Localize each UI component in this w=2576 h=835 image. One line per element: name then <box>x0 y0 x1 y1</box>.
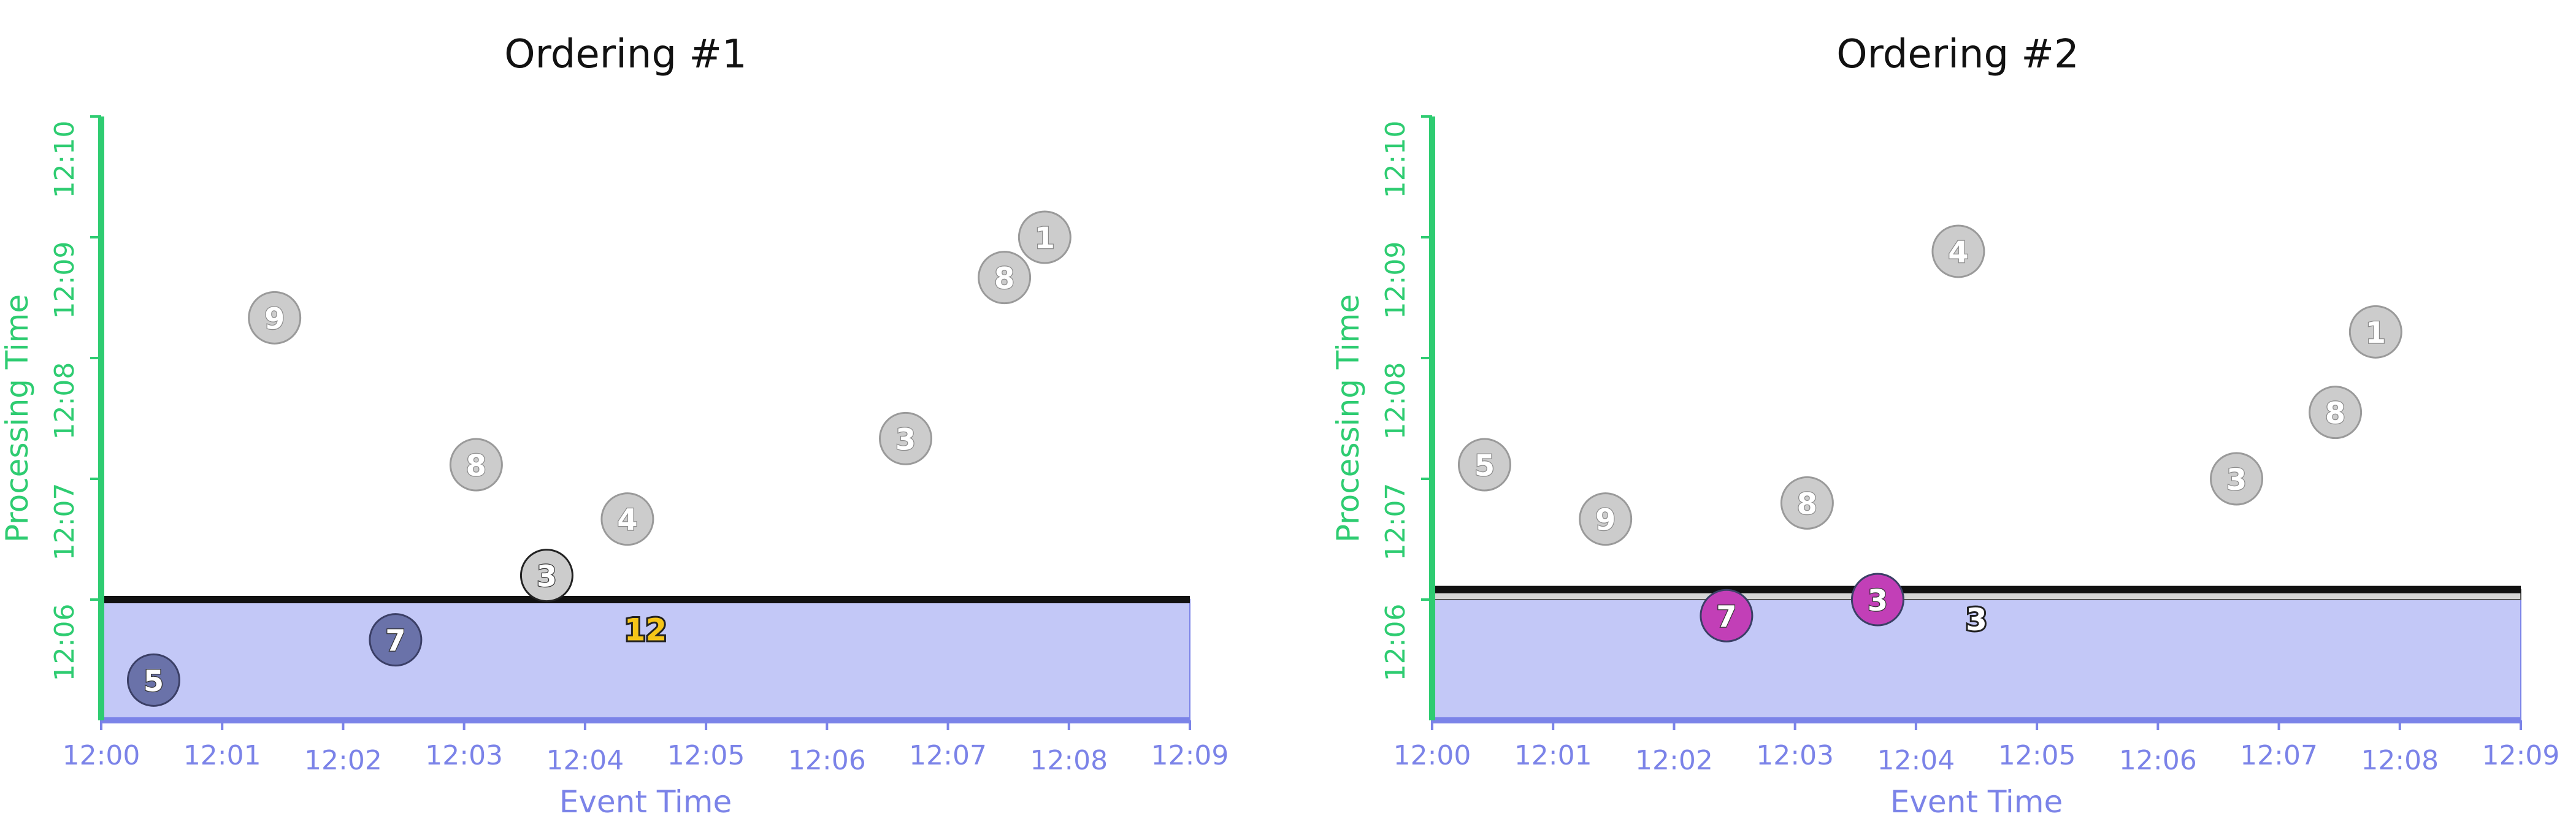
data-point <box>519 549 573 603</box>
result-value: 3 <box>1966 602 1987 638</box>
result-value: 12 <box>624 612 667 647</box>
data-point-label: 7 <box>1716 600 1736 634</box>
processed-region <box>1432 599 2521 721</box>
data-point <box>248 291 302 345</box>
x-tick-label: 12:08 <box>1030 745 1108 776</box>
data-point <box>2348 305 2402 359</box>
data-point <box>1579 492 1633 546</box>
data-point <box>126 653 180 707</box>
y-tick-label: 12:08 <box>49 362 80 440</box>
y-tick-label: 12:07 <box>1380 483 1411 561</box>
data-point-label: 4 <box>617 503 637 538</box>
data-point <box>1780 476 1834 530</box>
data-point <box>1931 224 1985 278</box>
data-point-label: 9 <box>264 302 285 336</box>
data-point <box>2309 386 2363 440</box>
x-axis-label: Event Time <box>559 784 732 820</box>
y-tick-label: 12:08 <box>1380 362 1411 440</box>
data-point-label: 8 <box>1797 487 1817 521</box>
x-tick-label: 12:06 <box>788 745 866 776</box>
data-point <box>1850 573 1904 627</box>
ordering-2-chart: Ordering #2 12:00 12:01 12:02 12:03 12:04 12:0… <box>1330 32 2559 820</box>
x-tick-label: 12:09 <box>2482 740 2560 771</box>
x-tick-label: 12:03 <box>425 740 503 771</box>
y-axis-label: Processing Time <box>0 294 35 543</box>
x-tick-label: 12:06 <box>2119 745 2197 776</box>
chart-title: Ordering #1 <box>504 32 747 77</box>
data-point <box>2210 452 2264 506</box>
data-point <box>1700 589 1754 642</box>
data-point <box>978 251 1032 305</box>
data-point-label: 4 <box>1948 235 1968 270</box>
data-point <box>1018 210 1071 264</box>
data-point-label: 9 <box>1595 503 1616 538</box>
x-tick-label: 12:08 <box>2361 745 2439 776</box>
processed-region <box>101 599 1190 721</box>
x-tick-label: 12:03 <box>1756 740 1834 771</box>
x-tick-label: 12:01 <box>183 740 261 771</box>
chart-title: Ordering #2 <box>1836 32 2079 77</box>
ordering-1-chart: Ordering #1 12:00 12:01 12:02 12:03 12:04 12:0… <box>0 32 1229 820</box>
y-tick-label: 12:10 <box>49 121 80 199</box>
data-point-label: 5 <box>144 664 164 698</box>
x-tick-label: 12:00 <box>1393 740 1471 771</box>
data-point-label: 8 <box>2325 397 2345 431</box>
x-tick-label: 12:07 <box>2240 740 2318 771</box>
data-point-label: 3 <box>2226 463 2247 497</box>
x-tick-label: 12:07 <box>909 740 987 771</box>
data-point-label: 8 <box>466 449 486 483</box>
x-tick-label: 12:01 <box>1514 740 1592 771</box>
y-tick-label: 12:06 <box>49 604 80 682</box>
x-tick-label: 12:05 <box>667 740 745 771</box>
data-point <box>600 492 654 546</box>
y-tick-label: 12:09 <box>49 242 80 319</box>
data-point-label: 1 <box>1035 221 1055 256</box>
data-point-label: 3 <box>1868 584 1888 618</box>
y-tick-label: 12:09 <box>1380 242 1411 319</box>
x-tick-label: 12:09 <box>1151 740 1229 771</box>
data-point-label: 1 <box>2366 316 2386 350</box>
y-axis-label: Processing Time <box>1330 294 1366 543</box>
y-tick-label: 12:07 <box>49 483 80 561</box>
data-point <box>1457 438 1511 492</box>
data-point-label: 3 <box>537 560 557 594</box>
x-tick-label: 12:05 <box>1998 740 2076 771</box>
data-point <box>879 411 933 465</box>
x-tick-label: 12:04 <box>546 745 624 776</box>
x-tick-label: 12:00 <box>63 740 140 771</box>
y-tick-label: 12:06 <box>1380 604 1411 682</box>
data-point <box>449 438 503 492</box>
x-tick-label: 12:02 <box>1635 745 1713 776</box>
y-tick-label: 12:10 <box>1380 121 1411 199</box>
x-tick-label: 12:04 <box>1877 745 1955 776</box>
data-point <box>369 613 423 667</box>
x-axis-label: Event Time <box>1890 784 2063 820</box>
x-tick-label: 12:02 <box>304 745 382 776</box>
data-point-label: 8 <box>994 262 1014 296</box>
data-point-label: 3 <box>895 422 916 457</box>
data-point-label: 7 <box>385 624 405 658</box>
data-point-label: 5 <box>1474 449 1495 483</box>
